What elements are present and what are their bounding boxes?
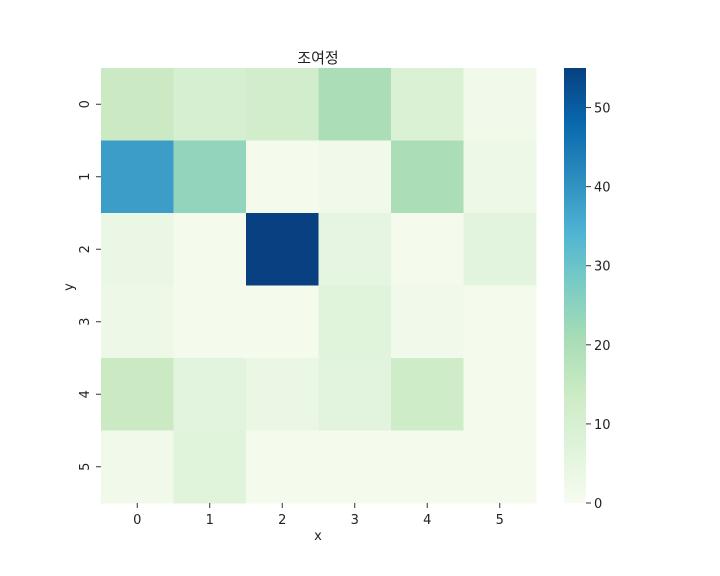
y-axis-ticks: 0 1 2 3 4 5 — [78, 100, 101, 471]
heatmap-cell-r2-c2 — [246, 213, 319, 286]
heatmap-cells — [101, 68, 537, 504]
heatmap-cell-r0-c0 — [101, 68, 174, 141]
heatmap-cell-r4-c0 — [101, 358, 174, 431]
heatmap-cell-r0-c1 — [173, 68, 247, 141]
y-tick-label: 3 — [78, 318, 93, 326]
heatmap-cell-r5-c2 — [246, 430, 319, 504]
heatmap-cell-r2-c4 — [391, 213, 464, 286]
heatmap-cell-r2-c3 — [318, 213, 392, 286]
y-tick-label: 4 — [78, 390, 93, 398]
x-tick-label: 0 — [133, 513, 141, 528]
heatmap-cell-r0-c2 — [246, 68, 319, 141]
colorbar-tick-label: 30 — [594, 260, 611, 275]
heatmap-cell-r1-c3 — [318, 140, 392, 214]
x-tick-label: 1 — [206, 513, 214, 528]
colorbar — [564, 68, 586, 503]
heatmap-cell-r1-c0 — [101, 140, 174, 214]
colorbar-tick-label: 50 — [594, 102, 611, 117]
colorbar-tick-label: 40 — [594, 181, 611, 196]
y-tick-label: 0 — [78, 100, 93, 108]
heatmap-cell-r3-c2 — [246, 285, 319, 359]
colorbar-tick-label: 0 — [594, 497, 602, 512]
y-tick-label: 5 — [78, 463, 93, 471]
heatmap-cell-r2-c1 — [173, 213, 247, 286]
y-tick-label: 2 — [78, 245, 93, 253]
y-axis-label: y — [62, 283, 77, 291]
heatmap-cell-r4-c5 — [463, 358, 537, 431]
heatmap-cell-r3-c0 — [101, 285, 174, 359]
heatmap-cell-r5-c0 — [101, 430, 174, 504]
colorbar-ticks: 0 10 20 30 40 50 — [586, 102, 611, 512]
heatmap-cell-r4-c2 — [246, 358, 319, 431]
heatmap-cell-r4-c3 — [318, 358, 392, 431]
x-tick-label: 3 — [351, 513, 359, 528]
heatmap-cell-r0-c4 — [391, 68, 464, 141]
x-tick-label: 4 — [423, 513, 431, 528]
x-axis-ticks: 0 1 2 3 4 5 — [133, 503, 504, 528]
heatmap-cell-r2-c0 — [101, 213, 174, 286]
heatmap-cell-r2-c5 — [463, 213, 537, 286]
heatmap-cell-r1-c4 — [391, 140, 464, 214]
y-tick-label: 1 — [78, 173, 93, 181]
heatmap-cell-r1-c1 — [173, 140, 247, 214]
heatmap-cell-r0-c5 — [463, 68, 537, 141]
heatmap-cell-r3-c3 — [318, 285, 392, 359]
heatmap-cell-r4-c1 — [173, 358, 247, 431]
heatmap-cell-r3-c1 — [173, 285, 247, 359]
colorbar-tick-label: 10 — [594, 418, 611, 433]
heatmap-cell-r3-c5 — [463, 285, 537, 359]
heatmap-cell-r5-c5 — [463, 430, 537, 504]
heatmap-cell-r5-c3 — [318, 430, 392, 504]
heatmap-cell-r3-c4 — [391, 285, 464, 359]
heatmap-cell-r1-c2 — [246, 140, 319, 214]
colorbar-tick-label: 20 — [594, 339, 611, 354]
heatmap-cell-r0-c3 — [318, 68, 392, 141]
x-tick-label: 5 — [496, 513, 504, 528]
heatmap-cell-r5-c4 — [391, 430, 464, 504]
heatmap-cell-r5-c1 — [173, 430, 247, 504]
heatmap-cell-r4-c4 — [391, 358, 464, 431]
heatmap-cell-r1-c5 — [463, 140, 537, 214]
chart-title: 조여정 — [297, 49, 338, 67]
x-axis-label: x — [314, 529, 322, 544]
x-tick-label: 2 — [278, 513, 286, 528]
